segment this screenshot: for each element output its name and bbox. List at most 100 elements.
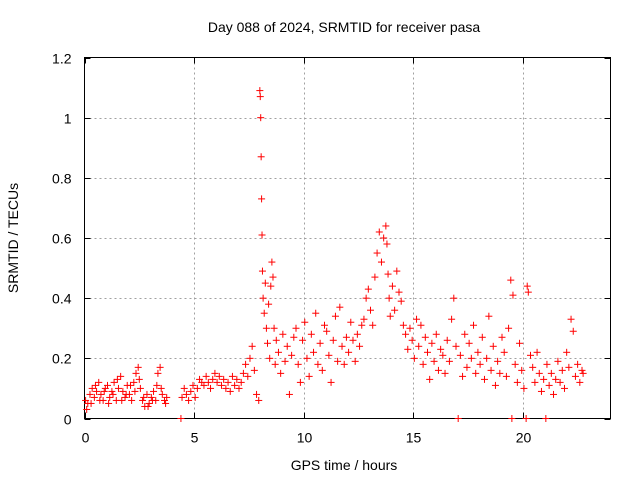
data-point (95, 378, 103, 386)
y-tick-label: 0 (64, 412, 72, 428)
data-point (349, 336, 357, 344)
data-point (180, 384, 188, 392)
data-point (264, 339, 272, 347)
data-point (505, 324, 513, 332)
data-point (258, 195, 266, 203)
data-point (105, 399, 113, 407)
data-point (113, 375, 121, 383)
data-point (157, 384, 165, 392)
data-point (558, 366, 566, 374)
data-point (509, 291, 517, 299)
data-point (385, 294, 393, 302)
data-point (415, 342, 423, 350)
x-tick-label: 20 (516, 430, 532, 446)
data-point (93, 387, 101, 395)
data-point (371, 273, 379, 281)
data-point (380, 234, 388, 242)
data-point (131, 387, 139, 395)
data-point (336, 303, 344, 311)
data-point (162, 399, 170, 407)
data-point (329, 336, 337, 344)
data-point (189, 381, 197, 389)
data-point (122, 390, 130, 398)
data-point (476, 360, 484, 368)
data-point (545, 381, 553, 389)
data-point (507, 276, 515, 284)
data-point (360, 315, 368, 323)
data-point (402, 330, 410, 338)
data-point (204, 378, 212, 386)
data-point (421, 333, 429, 341)
data-point (231, 381, 239, 389)
data-point (452, 342, 460, 350)
data-point (150, 387, 158, 395)
data-point (248, 342, 256, 350)
data-point (88, 384, 96, 392)
data-point (209, 375, 217, 383)
data-point (353, 330, 361, 338)
data-point (316, 339, 324, 347)
data-point (314, 360, 322, 368)
x-tick-label: 10 (297, 430, 313, 446)
data-point (430, 357, 438, 365)
data-point (556, 378, 564, 386)
data-point (567, 315, 575, 323)
data-point (253, 390, 261, 398)
data-point (485, 312, 493, 320)
data-point (461, 330, 469, 338)
data-point (434, 366, 442, 374)
data-point (269, 273, 277, 281)
data-point (213, 378, 221, 386)
data-point (283, 342, 291, 350)
data-point (271, 360, 279, 368)
x-tick-label: 5 (191, 430, 199, 446)
data-point (450, 294, 458, 302)
data-point (432, 330, 440, 338)
axis-ticks: 0 0.2 0.4 0.6 0.8 1 1.2 0 5 10 15 20 (52, 51, 611, 446)
data-point (153, 381, 161, 389)
data-point (256, 87, 264, 95)
y-tick-label: 0.4 (52, 291, 72, 307)
y-tick-label: 1.2 (52, 51, 72, 67)
data-point (474, 348, 482, 356)
data-point (395, 288, 403, 296)
data-point (404, 345, 412, 353)
data-point (237, 378, 245, 386)
data-point (114, 384, 122, 392)
data-point (86, 390, 94, 398)
data-point (265, 300, 273, 308)
data-point (470, 321, 478, 329)
data-point (246, 354, 254, 362)
data-point (296, 378, 304, 386)
data-point (494, 357, 502, 365)
data-point (303, 354, 311, 362)
data-point (384, 270, 392, 278)
data-point (145, 399, 153, 407)
data-point (386, 312, 394, 320)
data-point (143, 390, 151, 398)
data-point (281, 357, 289, 365)
data-point (388, 282, 396, 290)
data-point (83, 405, 91, 413)
data-point (454, 415, 462, 422)
data-point (543, 360, 551, 368)
x-tick-label: 15 (406, 430, 422, 446)
data-point (327, 378, 335, 386)
data-point (552, 375, 560, 383)
data-point (274, 348, 282, 356)
data-point (579, 369, 587, 377)
data-point (554, 357, 562, 365)
data-point (362, 294, 370, 302)
data-point (373, 249, 381, 257)
data-point (305, 372, 313, 380)
data-point (202, 372, 210, 380)
data-point (419, 360, 427, 368)
data-point (266, 354, 274, 362)
data-point (256, 93, 264, 101)
data-point (259, 294, 267, 302)
x-tick-label: 0 (82, 430, 90, 446)
data-point (356, 342, 364, 350)
data-point (426, 375, 434, 383)
data-point (537, 387, 545, 395)
